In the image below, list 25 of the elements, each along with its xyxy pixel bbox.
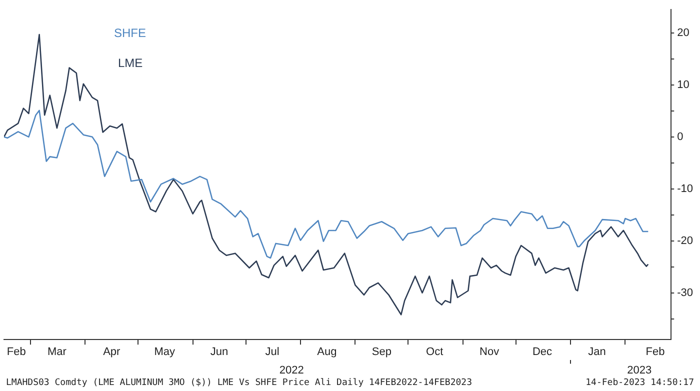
- x-tick-label: Dec: [532, 346, 553, 358]
- x2-tick-label: 2023: [627, 364, 652, 376]
- x-tick-label: Feb: [6, 346, 26, 358]
- x-tick-label: Jun: [210, 346, 228, 358]
- y-tick-label: -30: [677, 286, 694, 299]
- y-tick-label: -10: [677, 182, 694, 195]
- y-tick-label: 0: [677, 130, 684, 143]
- text: 14-Feb-2023 14:50:17: [586, 377, 694, 389]
- x-tick-label: May: [154, 346, 176, 358]
- text: LMAHDS03 Comdty (LME ALUMINUM 3MO ($)) LME Vs SHFE Price Ali Daily 14FEB2022-14FEB2023: [6, 377, 472, 389]
- x-tick-label: Mar: [47, 346, 67, 358]
- x-tick-label: Apr: [103, 346, 121, 358]
- x-tick-label: Aug: [317, 346, 337, 358]
- x-tick-label: Feb: [646, 346, 665, 358]
- x-tick-label: Jan: [588, 346, 606, 358]
- y-tick-label: 10: [677, 78, 690, 91]
- x-tick-label: Jul: [265, 346, 280, 358]
- x-tick-label: Oct: [426, 346, 444, 358]
- x-tick-label: Sep: [372, 346, 392, 358]
- x2-tick-label: 2022: [279, 364, 304, 376]
- y-tick-label: 20: [677, 27, 690, 40]
- text: LME: [118, 56, 143, 70]
- y-tick-label: -20: [677, 234, 694, 247]
- x-tick-label: Nov: [480, 346, 500, 358]
- text: SHFE: [114, 26, 146, 40]
